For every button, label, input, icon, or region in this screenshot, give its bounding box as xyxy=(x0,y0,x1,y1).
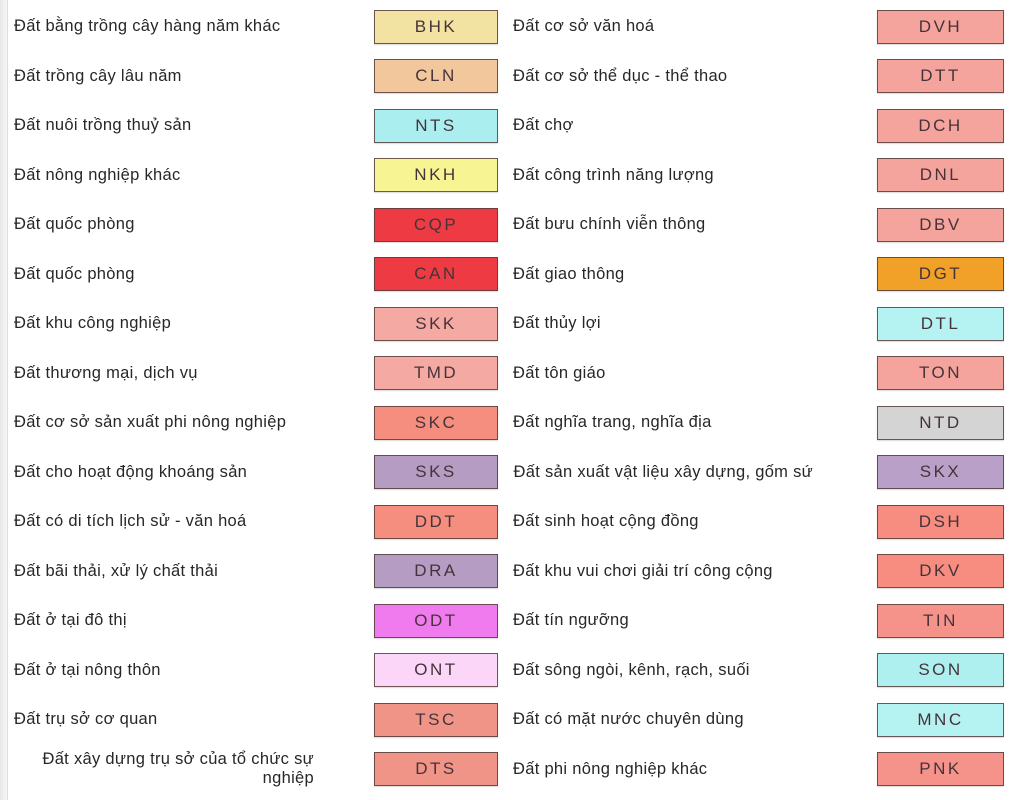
land-type-label: Đất nuôi trồng thuỷ sản xyxy=(14,116,192,135)
land-code: DRA xyxy=(414,561,458,581)
color-swatch: CQP xyxy=(374,207,498,242)
land-type-label: Đất khu vui chơi giải trí công cộng xyxy=(513,561,773,580)
color-swatch: DCH xyxy=(877,108,1004,143)
color-swatch: TSC xyxy=(374,702,498,737)
land-code: CQP xyxy=(413,214,459,234)
land-type-label: Đất tín ngưỡng xyxy=(513,611,629,630)
land-type-label: Đất ở tại nông thôn xyxy=(14,660,161,679)
land-type-label: Đất công trình năng lượng xyxy=(513,165,714,184)
land-code: ONT xyxy=(414,660,458,680)
color-swatch: SKK xyxy=(374,306,498,341)
land-code: TSC xyxy=(415,709,457,729)
land-type-label: Đất cơ sở sản xuất phi nông nghiệp xyxy=(14,413,287,432)
land-code: DCH xyxy=(918,115,963,135)
land-code: DVH xyxy=(918,16,963,36)
land-code: DTS xyxy=(415,759,457,779)
land-code: BHK xyxy=(414,16,458,36)
land-type-label: Đất có di tích lịch sử - văn hoá xyxy=(14,512,247,531)
land-code: PNK xyxy=(919,759,962,779)
land-type-label: Đất bưu chính viễn thông xyxy=(513,215,706,234)
land-code: NTD xyxy=(919,412,962,432)
land-type-label: Đất bằng trồng cây hàng năm khác xyxy=(14,17,281,36)
land-type-label: Đất tôn giáo xyxy=(513,363,606,382)
color-swatch: CLN xyxy=(374,59,498,94)
land-type-label: Đất sinh hoạt cộng đồng xyxy=(513,512,699,531)
land-code: TMD xyxy=(413,363,459,383)
land-type-label: Đất trồng cây lâu năm xyxy=(14,66,182,85)
land-code: TIN xyxy=(923,610,958,630)
color-swatch: DTL xyxy=(877,306,1004,341)
land-type-label: Đất xây dựng trụ sở của tổ chức sự nghiệ… xyxy=(42,749,314,788)
land-code: SON xyxy=(918,660,963,680)
color-swatch: BHK xyxy=(374,9,498,44)
land-code: SKS xyxy=(415,462,457,482)
land-type-label: Đất giao thông xyxy=(513,264,625,283)
land-type-label: Đất bãi thải, xử lý chất thải xyxy=(14,561,219,580)
land-type-label: Đất nghĩa trang, nghĩa địa xyxy=(513,413,712,432)
color-swatch: NTD xyxy=(877,405,1004,440)
land-code: NKH xyxy=(414,165,458,185)
land-type-label: Đất thương mại, dịch vụ xyxy=(14,363,198,382)
land-type-label: Đất chợ xyxy=(513,116,574,135)
land-type-label: Đất khu công nghiệp xyxy=(14,314,172,333)
color-swatch: SKS xyxy=(374,455,498,490)
color-swatch: ONT xyxy=(374,653,498,688)
land-type-label: Đất sông ngòi, kênh, rạch, suối xyxy=(513,660,750,679)
land-type-label: Đất quốc phòng xyxy=(14,264,135,283)
color-swatch: NKH xyxy=(374,158,498,193)
land-type-label: Đất cho hoạt động khoáng sản xyxy=(14,462,248,481)
land-code: SKC xyxy=(414,412,458,432)
color-swatch: MNC xyxy=(877,702,1004,737)
land-code: DBV xyxy=(919,214,962,234)
color-swatch: DTT xyxy=(877,59,1004,94)
land-code: DGT xyxy=(918,264,963,284)
land-type-label: Đất trụ sở cơ quan xyxy=(14,710,158,729)
color-swatch: DVH xyxy=(877,9,1004,44)
color-swatch: DRA xyxy=(374,554,498,589)
land-code: CLN xyxy=(415,66,457,86)
land-type-label: Đất sản xuất vật liệu xây dựng, gốm sứ xyxy=(513,462,813,481)
color-swatch: DNL xyxy=(877,158,1004,193)
color-swatch: SKX xyxy=(877,455,1004,490)
land-code: DSH xyxy=(918,511,963,531)
land-code: DTT xyxy=(920,66,961,86)
color-swatch: DGT xyxy=(877,257,1004,292)
land-type-label: Đất nông nghiệp khác xyxy=(14,165,181,184)
land-type-label: Đất có mặt nước chuyên dùng xyxy=(513,710,744,729)
color-swatch: DTS xyxy=(374,752,498,787)
color-swatch: TON xyxy=(877,356,1004,391)
land-code: DKV xyxy=(919,561,962,581)
color-swatch: DBV xyxy=(877,207,1004,242)
color-swatch: DSH xyxy=(877,504,1004,539)
land-code: SKX xyxy=(919,462,962,482)
color-swatch: SKC xyxy=(374,405,498,440)
land-type-label: Đất phi nông nghiệp khác xyxy=(513,759,708,778)
land-code: NTS xyxy=(415,115,457,135)
land-type-label: Đất thủy lợi xyxy=(513,314,601,333)
land-type-label: Đất ở tại đô thị xyxy=(14,611,127,630)
color-swatch: ODT xyxy=(374,603,498,638)
land-type-label: Đất quốc phòng xyxy=(14,215,135,234)
color-swatch: PNK xyxy=(877,752,1004,787)
color-swatch: TMD xyxy=(374,356,498,391)
land-code: DNL xyxy=(919,165,962,185)
color-swatch: NTS xyxy=(374,108,498,143)
land-code: MNC xyxy=(917,709,964,729)
land-code: SKK xyxy=(415,313,457,333)
color-swatch: SON xyxy=(877,653,1004,688)
color-swatch: TIN xyxy=(877,603,1004,638)
land-code: DTL xyxy=(920,313,961,333)
color-swatch: DDT xyxy=(374,504,498,539)
land-code: TON xyxy=(918,363,963,383)
land-code: ODT xyxy=(414,610,458,630)
land-code: DDT xyxy=(414,511,458,531)
color-swatch: DKV xyxy=(877,554,1004,589)
land-type-label: Đất cơ sở văn hoá xyxy=(513,17,655,36)
color-swatch: CAN xyxy=(374,257,498,292)
land-type-label: Đất cơ sở thể dục - thể thao xyxy=(513,66,728,85)
land-code: CAN xyxy=(414,264,458,284)
